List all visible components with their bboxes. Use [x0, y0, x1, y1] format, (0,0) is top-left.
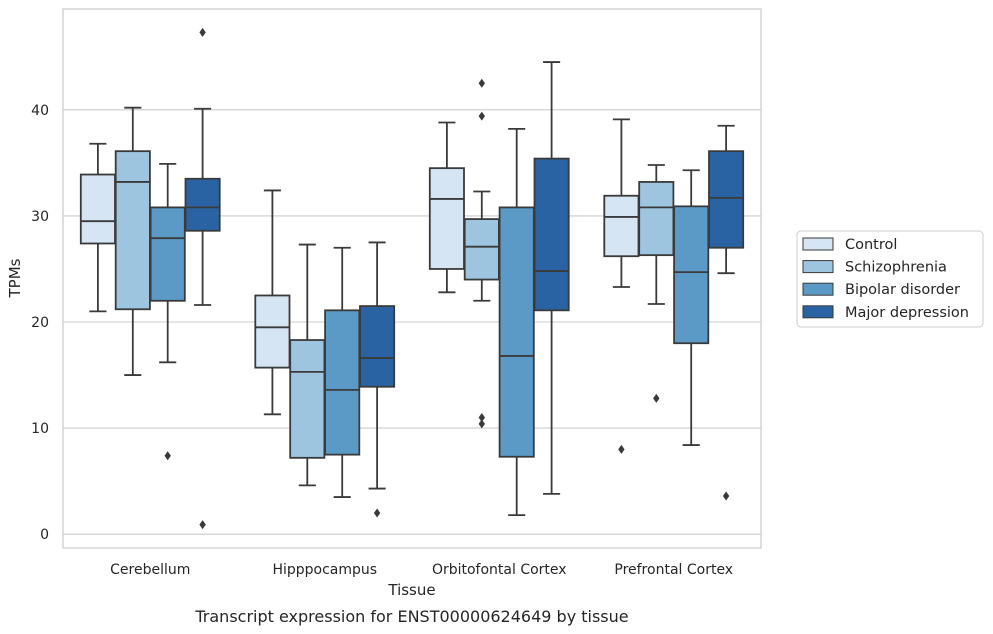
box-group	[498, 127, 535, 517]
x-tick-label: Orbitofontal Cortex	[432, 562, 567, 578]
x-axis-label: Tissue	[387, 581, 435, 599]
iqr-box	[79, 173, 116, 245]
box-groups	[79, 27, 745, 530]
outlier-point	[164, 451, 171, 461]
box-group	[149, 163, 186, 461]
iqr-box	[533, 157, 570, 312]
y-tick-labels: 0 10 20 30 40	[31, 103, 49, 543]
legend-swatch	[802, 305, 834, 319]
outlier-point	[722, 491, 730, 501]
box-group	[673, 169, 710, 446]
iqr-box	[673, 205, 710, 345]
x-tick-label: Hipppocampus	[272, 562, 377, 578]
box-group	[708, 124, 745, 501]
iqr-box	[324, 309, 361, 456]
y-tick-label: 40	[31, 103, 49, 119]
iqr-box	[184, 177, 221, 232]
iqr-box	[708, 150, 745, 249]
y-tick-label: 10	[31, 421, 49, 437]
y-tick-label: 20	[31, 315, 49, 331]
y-tick-label: 0	[40, 527, 49, 543]
iqr-box	[254, 294, 291, 369]
legend-swatch	[802, 282, 834, 296]
x-tick-label: Cerebellum	[110, 562, 190, 578]
iqr-box	[289, 339, 326, 459]
legend-swatch	[802, 237, 834, 251]
outlier-point	[618, 444, 625, 454]
outlier-point	[373, 508, 381, 518]
legend-label: Control	[845, 237, 897, 253]
outlier-point	[478, 412, 485, 422]
box-group	[533, 61, 570, 495]
legend: Control Schizophrenia Bipolar disorder Majo…	[796, 230, 984, 328]
box-group	[254, 189, 291, 416]
iqr-box	[498, 206, 535, 458]
legend-label: Major depression	[845, 305, 969, 321]
box-group	[79, 142, 116, 313]
box-group	[359, 241, 396, 518]
iqr-box	[603, 194, 640, 258]
outlier-point	[653, 393, 660, 403]
iqr-box	[463, 218, 500, 281]
box-group	[184, 27, 221, 530]
x-tick-label: Prefrontal Cortex	[614, 562, 733, 578]
y-tick-label: 30	[31, 209, 49, 225]
outlier-point	[199, 27, 206, 37]
legend-label: Bipolar disorder	[845, 282, 960, 298]
outlier-point	[478, 419, 485, 429]
chart-caption: Transcript expression for ENST0000062464…	[194, 607, 628, 626]
grid-lines	[63, 109, 761, 535]
iqr-box	[428, 167, 465, 270]
iqr-box	[638, 181, 675, 257]
box-group	[463, 78, 500, 429]
legend-frame	[796, 230, 984, 328]
iqr-box	[359, 305, 396, 388]
legend-swatch	[802, 260, 834, 274]
iqr-box	[149, 206, 186, 302]
y-axis-label: TPMs	[6, 258, 24, 298]
iqr-box	[114, 150, 151, 311]
outlier-point	[199, 520, 206, 530]
box-group	[289, 243, 326, 487]
x-tick-labels: Cerebellum Hipppocampus Orbitofontal Corte…	[110, 562, 733, 578]
outlier-point	[478, 78, 485, 88]
outlier-point	[478, 111, 485, 121]
legend-label: Schizophrenia	[845, 260, 947, 276]
